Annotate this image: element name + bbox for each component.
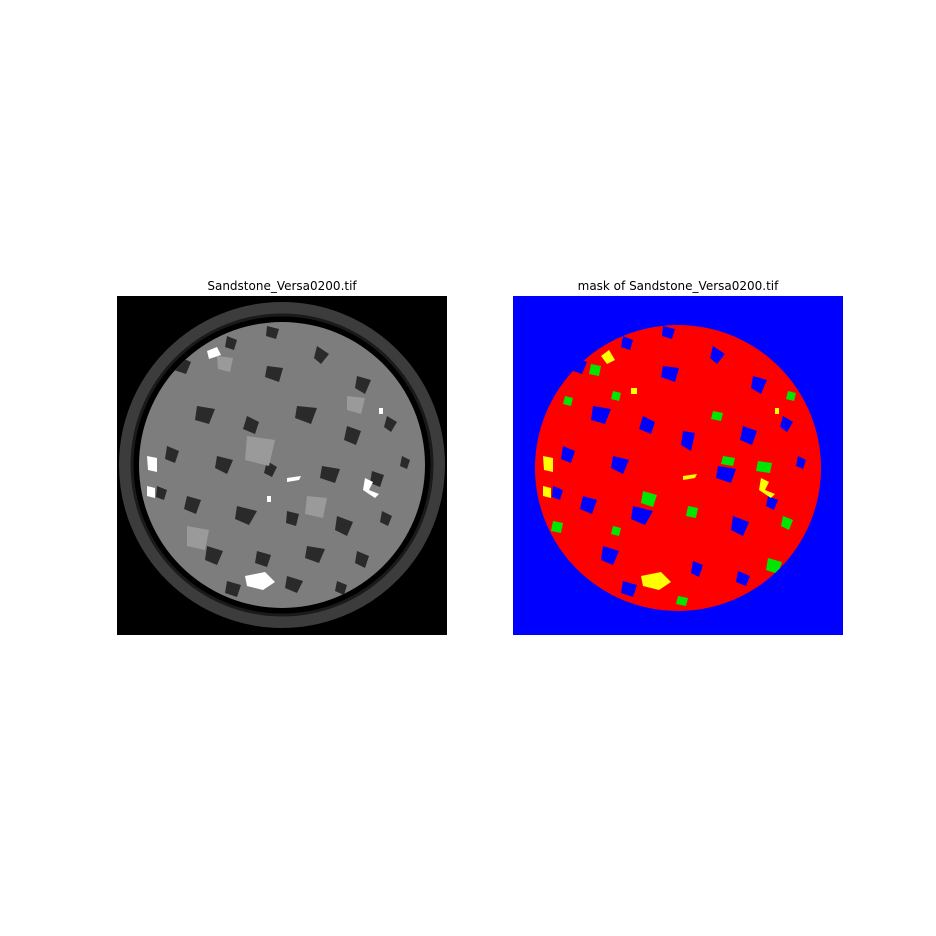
mask-yellow-phase [543, 350, 779, 590]
ct-sleeve-rim [119, 302, 445, 628]
mask-core [535, 325, 821, 611]
ct-pores [156, 326, 410, 597]
ct-light-grains [187, 356, 365, 550]
mask-image [513, 296, 843, 635]
ct-image-panel [117, 296, 447, 635]
ct-bright-inclusions [147, 347, 383, 590]
mask-pores [552, 326, 806, 597]
right-panel-title: mask of Sandstone_Versa0200.tif [577, 279, 779, 293]
mask-green-phase [551, 364, 796, 606]
ct-image [117, 296, 447, 635]
ct-core [139, 322, 425, 608]
mask-texture [543, 326, 806, 606]
ct-texture [147, 326, 410, 597]
left-panel-title: Sandstone_Versa0200.tif [207, 279, 357, 293]
mask-image-panel [513, 296, 843, 635]
ct-sleeve-gap [130, 313, 434, 617]
